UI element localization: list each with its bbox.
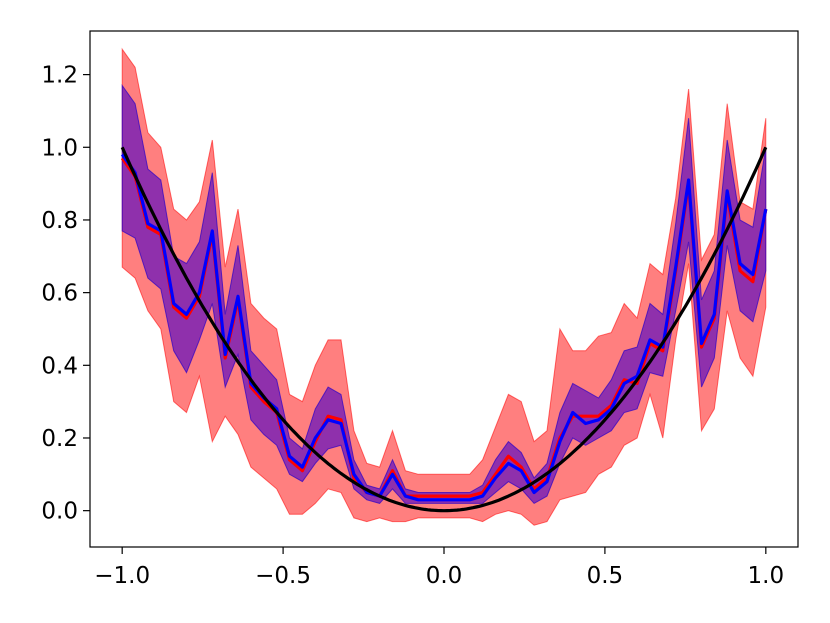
x-tick-label: −1.0: [94, 563, 150, 589]
y-tick-label: 1.2: [41, 63, 78, 89]
x-tick-label: −0.5: [255, 563, 311, 589]
series-lines: [120, 146, 768, 513]
y-tick-label: 1.0: [41, 135, 78, 161]
x-tick-label: 0.5: [587, 563, 624, 589]
uncertainty-bands: [121, 47, 767, 526]
series-2-line: [120, 153, 768, 502]
y-tick-label: 0.2: [41, 426, 78, 452]
y-tick-label: 0.0: [41, 499, 78, 525]
true-function-line: [120, 146, 768, 513]
x-axis: −1.0 −0.5 0.0 0.5 1.0: [94, 547, 784, 589]
y-tick-label: 0.6: [41, 281, 78, 307]
y-axis: 0.0 0.2 0.4 0.6 0.8 1.0 1.2: [41, 63, 90, 525]
x-tick-label: 1.0: [748, 563, 785, 589]
y-tick-label: 0.8: [41, 208, 78, 234]
y-tick-label: 0.4: [41, 353, 78, 379]
x-tick-label: 0.0: [426, 563, 463, 589]
series-2-band: [121, 83, 767, 505]
